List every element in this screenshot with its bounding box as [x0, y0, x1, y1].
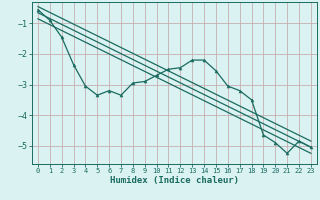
X-axis label: Humidex (Indice chaleur): Humidex (Indice chaleur) [110, 176, 239, 185]
